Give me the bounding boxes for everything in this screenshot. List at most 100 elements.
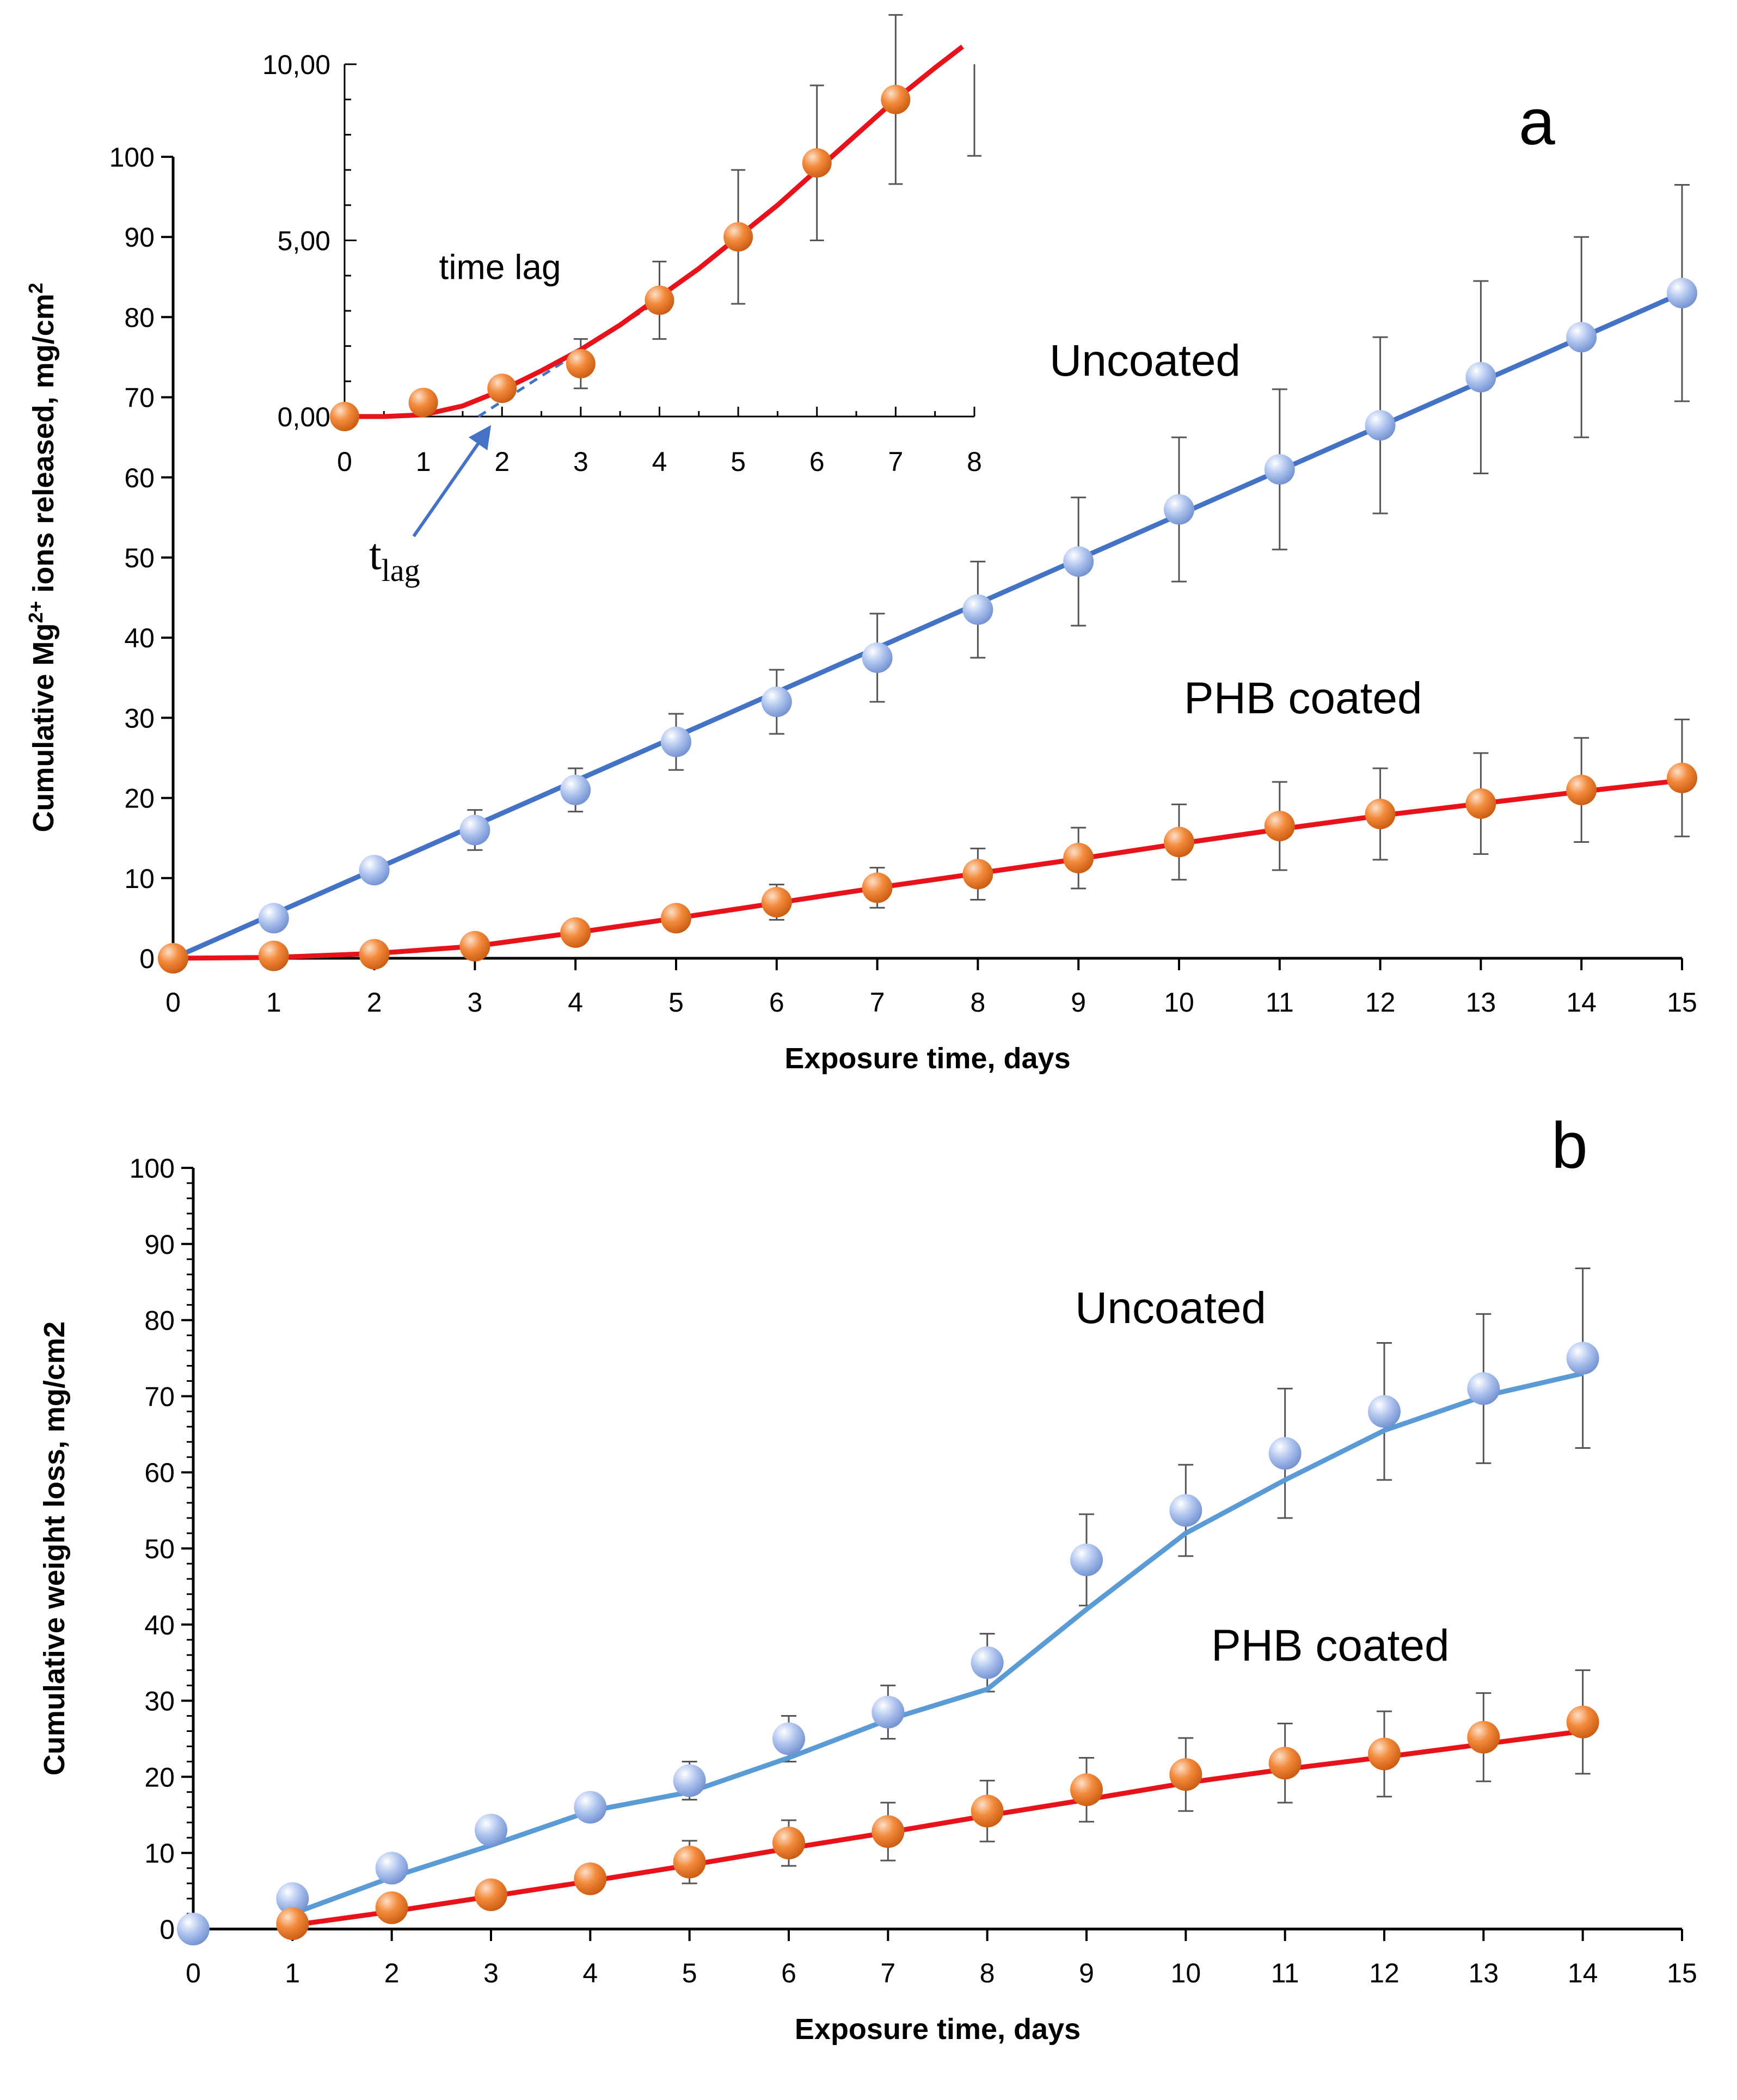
inset-data-point (330, 402, 359, 431)
data-point (1268, 1747, 1302, 1780)
x-tick-label: 7 (870, 987, 885, 1018)
data-point (1169, 1758, 1202, 1791)
x-tick-label: 7 (880, 1958, 895, 1988)
data-point (359, 939, 390, 970)
series-label-phb-coated: PHB coated (1211, 1621, 1450, 1670)
fit-line (292, 1729, 1583, 1928)
y-tick-label: 20 (124, 783, 155, 814)
data-point (1264, 454, 1295, 485)
inset-data-point (645, 285, 674, 315)
data-point (375, 1891, 408, 1924)
data-point (1566, 322, 1597, 353)
data-point (1070, 1543, 1103, 1576)
data-point (1467, 1721, 1500, 1754)
y-tick-label: 100 (109, 142, 155, 173)
y-tick-label: 40 (124, 623, 155, 653)
data-point (1368, 1737, 1401, 1771)
data-point (276, 1907, 309, 1940)
x-tick-label: 1 (266, 987, 281, 1018)
data-point (1063, 546, 1094, 577)
series-uncoated (177, 1268, 1599, 1945)
data-point (772, 1827, 805, 1860)
data-point (574, 1791, 607, 1824)
y-tick-label: 0 (159, 1914, 175, 1945)
data-point (177, 1913, 210, 1945)
y-tick-label: 50 (124, 543, 155, 573)
y-tick-label: 70 (144, 1381, 175, 1412)
fit-line (173, 777, 1683, 961)
x-tick-label: 5 (668, 987, 684, 1018)
data-point (1365, 799, 1396, 830)
tlag-label: tlag (369, 529, 420, 588)
y-tick-label: 30 (144, 1686, 175, 1717)
data-point (1169, 1494, 1202, 1527)
data-point (1070, 1773, 1103, 1807)
data-point (871, 1815, 905, 1848)
inset-x-tick-label: 4 (652, 446, 667, 477)
inset-x-tick-label: 8 (967, 446, 982, 477)
x-tick-label: 4 (582, 1958, 598, 1988)
data-point (475, 1878, 507, 1912)
x-tick-label: 0 (165, 987, 181, 1018)
x-tick-label: 11 (1266, 987, 1294, 1018)
data-point (1264, 811, 1295, 842)
inset-y-tick-label: 5,00 (278, 226, 330, 256)
inset-x-tick-label: 6 (809, 446, 825, 477)
data-point (1566, 1705, 1599, 1738)
x-tick-label: 3 (483, 1958, 499, 1988)
x-tick-label: 12 (1365, 987, 1396, 1018)
x-axis-title: Exposure time, days (784, 1042, 1070, 1075)
series-label-uncoated: Uncoated (1049, 336, 1241, 385)
data-point (1368, 1395, 1401, 1428)
tlag-arrow (412, 425, 492, 537)
inset-x-tick-label: 0 (337, 446, 352, 477)
y-axis-title: Cumulative Mg2+ ions released, mg/cm2 (24, 283, 60, 832)
data-point (1365, 410, 1396, 441)
x-tick-label: 12 (1369, 1958, 1400, 1988)
inset-data-point (881, 84, 911, 114)
data-point (761, 686, 792, 717)
x-axis-title: Exposure time, days (795, 2013, 1081, 2046)
data-point (1164, 826, 1194, 858)
y-tick-label: 80 (144, 1306, 175, 1336)
x-tick-label: 9 (1079, 1958, 1094, 1988)
data-point (1467, 1372, 1500, 1405)
data-point (560, 917, 591, 948)
y-tick-label: 90 (124, 222, 155, 253)
data-point (871, 1695, 905, 1729)
panel-b-letter: b (1551, 1109, 1588, 1182)
data-point (761, 886, 792, 917)
y-tick-label: 40 (144, 1610, 175, 1640)
data-point (258, 940, 289, 971)
data-point (962, 594, 993, 625)
x-tick-label: 4 (568, 987, 583, 1018)
data-point (574, 1862, 607, 1895)
x-tick-label: 8 (980, 1958, 995, 1988)
y-tick-label: 60 (124, 463, 155, 493)
data-point (276, 1882, 309, 1915)
series-phb-coated (158, 718, 1697, 974)
x-tick-label: 9 (1071, 987, 1086, 1018)
data-point (459, 930, 490, 962)
data-point (1667, 278, 1697, 309)
x-tick-label: 15 (1667, 1958, 1697, 1988)
series-label-uncoated: Uncoated (1075, 1283, 1266, 1333)
x-tick-label: 14 (1566, 987, 1597, 1018)
x-tick-label: 8 (970, 987, 985, 1018)
inset-fit-line (345, 45, 965, 419)
inset-data-point (408, 388, 438, 418)
data-point (962, 859, 993, 890)
panel-a-letter: a (1519, 85, 1555, 158)
x-tick-label: 6 (769, 987, 784, 1018)
data-point (971, 1795, 1004, 1828)
x-tick-label: 15 (1667, 987, 1697, 1018)
data-point (673, 1764, 706, 1797)
inset-data-point (566, 348, 596, 378)
data-point (1465, 362, 1496, 393)
inset-data-point (723, 222, 753, 252)
y-axis-title: Cumulative weight loss, mg/cm2 (38, 1321, 71, 1775)
series-label-phb-coated: PHB coated (1184, 674, 1422, 723)
data-point (1566, 774, 1597, 805)
